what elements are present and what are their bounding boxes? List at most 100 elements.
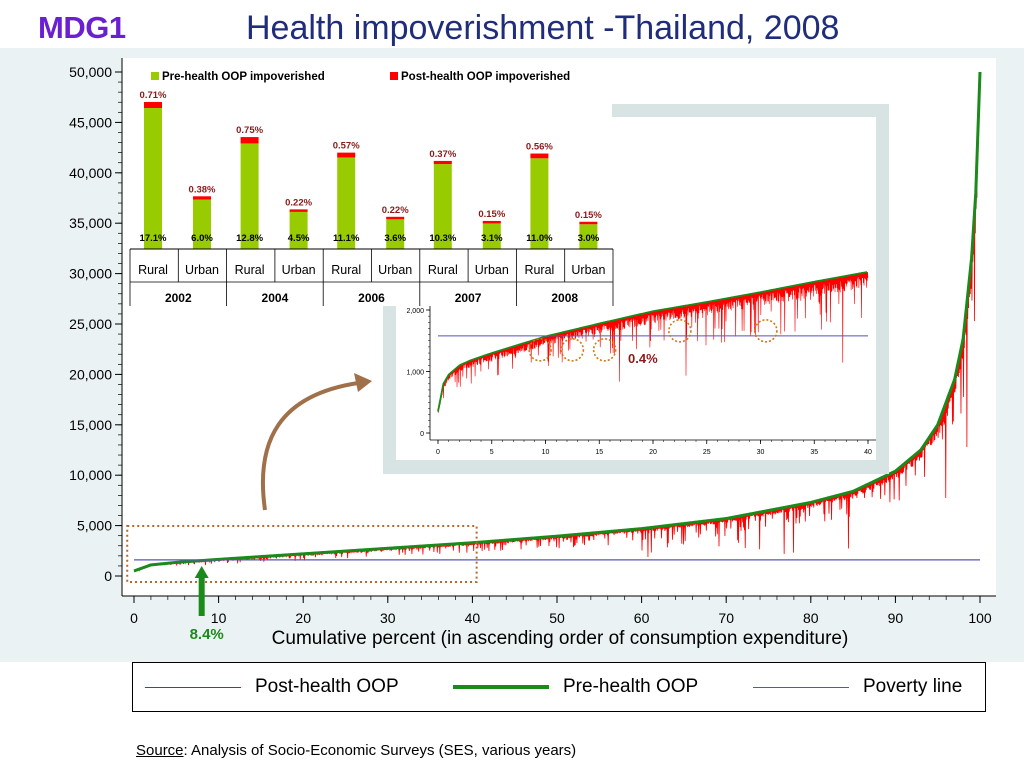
bar-post-value-label: 0.38% (189, 184, 216, 195)
bar-pre-2007-urban (482, 223, 501, 249)
inset-y-tick-label: 2,000 (406, 308, 424, 315)
annotations (260, 373, 372, 511)
bar-post-2006-urban (386, 216, 405, 220)
inset-impoverished-label: 0.4% (628, 351, 658, 366)
zoom-arrow-head (354, 373, 372, 392)
bar-post-value-label: 0.15% (478, 209, 505, 220)
y-tick-label: 25,000 (69, 316, 112, 332)
bar-pre-2006-rural (337, 157, 356, 249)
inset-pre-health-oop-line (437, 271, 868, 412)
bar-pre-value-label: 10.3% (429, 233, 456, 244)
page-title: Health impoverishment -Thailand, 2008 (246, 9, 840, 47)
bar-pre-2002-rural (144, 108, 162, 249)
inset-x-tick-label: 0 (436, 449, 440, 456)
legend-label-pre: Pre-health OOP (563, 676, 699, 697)
x-tick-label: 100 (968, 610, 992, 626)
inset-circle-marker (592, 338, 617, 362)
bar-pre-value-label: 3.6% (384, 233, 406, 244)
bar-area-label: Urban (571, 263, 605, 277)
legend-label-post: Post-health OOP (255, 676, 399, 697)
bar-post-2002-urban (193, 196, 211, 200)
x-tick-label: 90 (888, 610, 904, 626)
inset-x-tick-label: 30 (757, 449, 765, 456)
x-tick-label: 30 (380, 610, 396, 626)
bar-pre-2004-urban (289, 211, 308, 249)
bar-pre-value-label: 6.0% (191, 233, 213, 244)
bar-post-2008-urban (579, 221, 598, 225)
bar-pre-2008-urban (579, 224, 598, 249)
y-tick-label: 30,000 (69, 266, 112, 282)
bar-post-2004-rural (240, 137, 259, 144)
impoverishment-bar-chart: Pre-health OOP impoverished Post-health O… (128, 63, 614, 306)
bar-post-2007-rural (433, 160, 452, 165)
poverty-share-label: 8.4% (190, 626, 224, 643)
y-tick-label: 45,000 (69, 114, 112, 130)
source-label: Source (136, 742, 184, 759)
bar-post-value-label: 0.75% (236, 125, 263, 136)
source-note: Source: Analysis of Socio-Economic Surve… (136, 742, 576, 759)
bar-area-label: Urban (282, 263, 316, 277)
bar-area-label: Urban (185, 263, 219, 277)
bar-year-label: 2004 (262, 291, 289, 305)
bar-pre-2007-rural (433, 164, 452, 249)
inset-x-tick-label: 20 (649, 449, 657, 456)
bar-pre-2008-rural (530, 158, 549, 249)
inset-circle-marker (560, 338, 585, 362)
bar-pre-value-label: 11.1% (333, 233, 360, 244)
legend-swatch-post (145, 686, 241, 688)
legend-entry-poverty: Poverty line (753, 663, 962, 711)
pre-health-oop-line (133, 71, 982, 573)
bar-pre-value-label: 11.0% (526, 233, 553, 244)
bar-legend-label-pre: Pre-health OOP impoverished (162, 71, 325, 83)
inset-x-tick-label: 25 (703, 449, 711, 456)
bar-post-2008-rural (530, 153, 549, 159)
bar-pre-2002-urban (193, 199, 211, 249)
inset-x-tick-label: 35 (810, 449, 818, 456)
bar-post-value-label: 0.71% (140, 90, 167, 101)
bar-area-label: Rural (235, 263, 265, 277)
zoom-arrow (260, 381, 359, 511)
bar-post-value-label: 0.57% (333, 141, 360, 152)
y-tick-label: 5,000 (77, 518, 112, 534)
legend-swatch-poverty (753, 686, 849, 688)
x-tick-label: 0 (130, 610, 138, 626)
inset-x-tick-label: 15 (595, 449, 603, 456)
bar-pre-value-label: 12.8% (236, 233, 263, 244)
bar-post-value-label: 0.22% (285, 197, 312, 208)
x-tick-label: 70 (718, 610, 734, 626)
x-tick-label: 10 (211, 610, 227, 626)
bar-area-label: Rural (524, 263, 554, 277)
bar-legend-label-post: Post-health OOP impoverished (401, 71, 570, 83)
bar-year-label: 2002 (165, 291, 192, 305)
bar-legend-swatch-post (390, 72, 398, 80)
inset-x-tick-label: 10 (542, 449, 550, 456)
bar-year-label: 2006 (358, 291, 385, 305)
bar-area-label: Urban (475, 263, 509, 277)
bar-year-label: 2007 (455, 291, 482, 305)
y-tick-label: 0 (104, 568, 112, 584)
y-tick-label: 15,000 (69, 417, 112, 433)
zoom-region-box (126, 525, 478, 583)
inset-circle-marker (668, 319, 692, 343)
poverty-share-arrow (194, 566, 209, 616)
bar-pre-value-label: 3.0% (578, 233, 600, 244)
bar-post-value-label: 0.22% (382, 205, 409, 216)
y-tick-label: 10,000 (69, 467, 112, 483)
bar-area-label: Urban (378, 263, 412, 277)
inset-y-tick-label: 0 (420, 431, 424, 438)
x-tick-label: 50 (549, 610, 565, 626)
bar-post-value-label: 0.37% (429, 149, 456, 160)
chart-legend: Post-health OOP Pre-health OOP Poverty l… (132, 662, 986, 712)
bar-pre-2004-rural (240, 143, 259, 249)
legend-swatch-pre (453, 685, 549, 689)
inset-circle-marker (754, 319, 778, 343)
x-axis-label: Cumulative percent (in ascending order o… (272, 628, 849, 649)
bar-area-label: Rural (428, 263, 458, 277)
inset-circle-marker (528, 338, 552, 362)
mdg-logo: MDG1 (38, 10, 126, 45)
bar-post-2004-urban (289, 209, 308, 212)
bar-legend-swatch-pre (151, 72, 159, 80)
legend-entry-pre: Pre-health OOP (453, 663, 698, 711)
bar-year-label: 2008 (551, 291, 578, 305)
source-text: : Analysis of Socio-Economic Surveys (SE… (183, 742, 577, 759)
